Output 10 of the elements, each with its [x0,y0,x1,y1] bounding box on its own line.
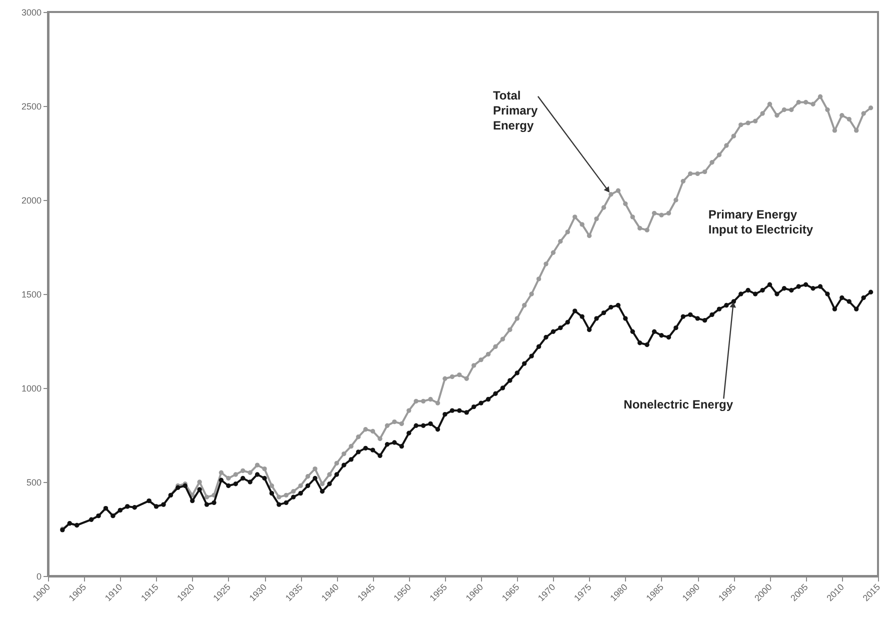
y-tick-label: 500 [26,478,42,488]
y-tick-label: 1000 [21,384,42,394]
y-tick-label: 0 [36,572,42,582]
y-tick-label: 2000 [21,196,42,206]
annotation: Primary Energy Input to Electricity [708,207,814,236]
annotation: Total Primary Energy [492,88,538,132]
y-tick-label: 1500 [21,290,42,300]
y-tick-label: 3000 [21,8,42,18]
y-tick-label: 2500 [21,102,42,112]
annotation: Nonelectric Energy [624,398,734,412]
